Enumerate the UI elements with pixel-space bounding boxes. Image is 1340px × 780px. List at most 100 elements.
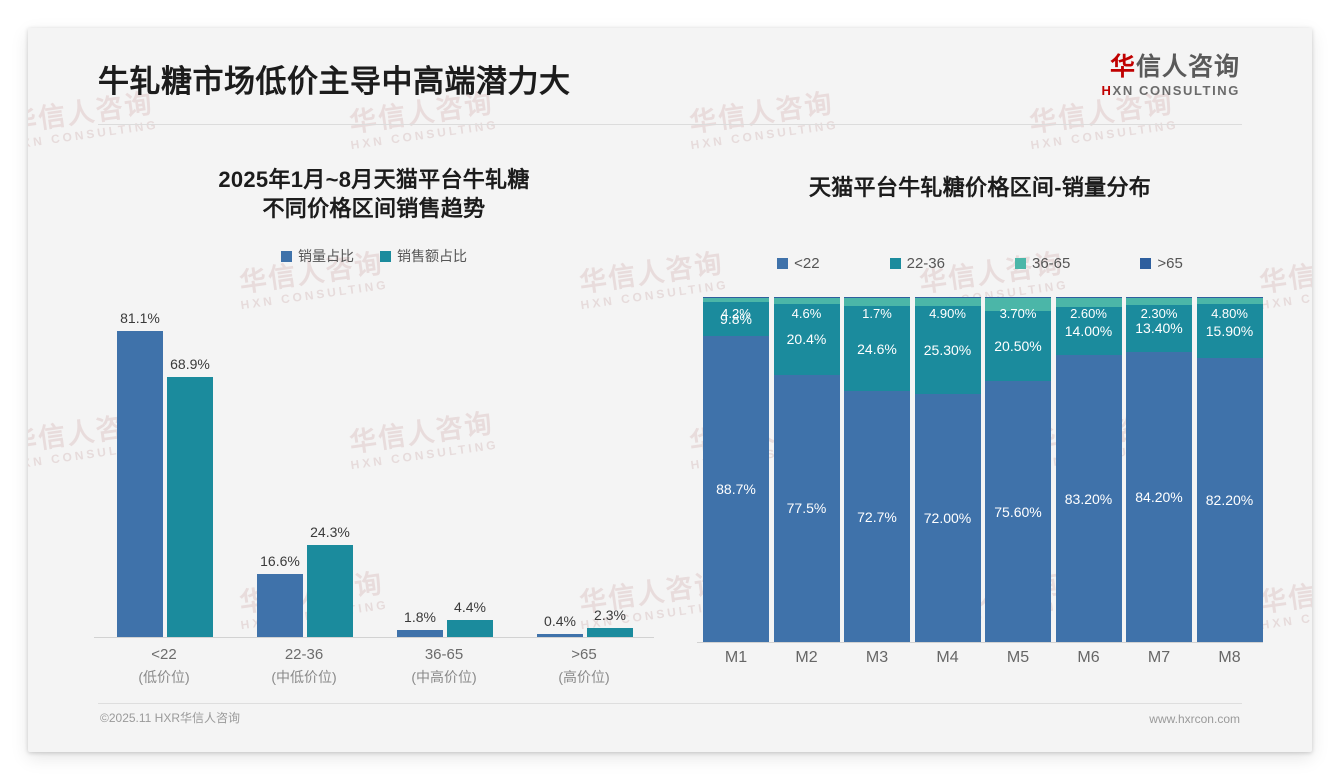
bar-sales-amount[interactable]: 2.3% bbox=[587, 607, 633, 638]
stack-segment-22[interactable] bbox=[985, 381, 1051, 643]
segment-value-label: 4.90% bbox=[929, 306, 966, 322]
legend-swatch-icon bbox=[1140, 258, 1152, 270]
segment-value-label: 3.70% bbox=[999, 306, 1037, 322]
left-chart-title: 2025年1月~8月天猫平台牛轧糖 不同价格区间销售趋势 bbox=[74, 165, 674, 223]
stack-segment-36_65[interactable] bbox=[844, 297, 910, 307]
bar-sales-amount[interactable]: 24.3% bbox=[307, 524, 353, 638]
segment-value-label: 20.50% bbox=[994, 337, 1042, 354]
legend-label: 销量占比 bbox=[298, 248, 354, 265]
category-label: 36-65 (中高价位) bbox=[374, 644, 514, 688]
legend-swatch-icon bbox=[1015, 258, 1026, 270]
left-legend-item-0[interactable]: 销量占比 bbox=[281, 246, 354, 266]
stack-segment-22_36[interactable] bbox=[914, 306, 981, 394]
stack-segment-22_36[interactable] bbox=[703, 302, 769, 337]
stack-segment-65[interactable] bbox=[1196, 297, 1263, 298]
stack-segment-22[interactable] bbox=[1055, 355, 1122, 643]
left-legend-item-1[interactable]: 销售额占比 bbox=[380, 246, 467, 266]
stack-segment-65[interactable] bbox=[985, 297, 1051, 299]
legend-swatch-icon bbox=[889, 258, 901, 270]
left-chart-title-line1: 2025年1月~8月天猫平台牛轧糖 bbox=[218, 167, 530, 192]
stack-segment-36_65[interactable] bbox=[1196, 297, 1263, 304]
stacked-column: 88.7% 9.8% 4.2% bbox=[703, 297, 769, 643]
left-chart-legend: 销量占比 销售额占比 bbox=[74, 246, 674, 266]
segment-value-label: 4.80% bbox=[1211, 306, 1248, 322]
logo-english-accent: H bbox=[1101, 83, 1113, 99]
stack-segment-36_65[interactable] bbox=[703, 297, 769, 303]
stack-segment-65[interactable] bbox=[773, 297, 840, 298]
stack-segment-65[interactable] bbox=[1126, 297, 1192, 299]
stack-segment-36_65[interactable] bbox=[914, 297, 981, 307]
category-label-sub: (中高价位) bbox=[411, 668, 477, 685]
category-label-main: <22 bbox=[151, 646, 177, 664]
segment-value-label: 82.20% bbox=[1205, 492, 1254, 509]
stack-segment-22[interactable] bbox=[914, 393, 981, 643]
right-legend-item-3[interactable]: >65 bbox=[1140, 255, 1183, 273]
stack-segment-22_36[interactable] bbox=[773, 304, 840, 375]
bar-sales-amount[interactable]: 68.9% bbox=[167, 356, 213, 638]
bar-sales-volume[interactable]: 1.8% bbox=[397, 609, 443, 638]
bar-value-label: 2.3% bbox=[594, 607, 626, 624]
segment-value-label: 14.00% bbox=[1064, 322, 1113, 339]
legend-swatch-icon bbox=[777, 258, 789, 270]
stack-segment-22_36[interactable] bbox=[844, 306, 910, 392]
stack-segment-36_65[interactable] bbox=[1055, 298, 1122, 307]
right-legend-item-1[interactable]: 22-36 bbox=[889, 255, 945, 273]
charts-area: 2025年1月~8月天猫平台牛轧糖 不同价格区间销售趋势 销量占比 销售额占比 0… bbox=[28, 128, 1312, 708]
bar-sales-amount[interactable]: 4.4% bbox=[447, 599, 493, 638]
segment-value-label: 9.8% bbox=[720, 311, 752, 328]
legend-label: 22-36 bbox=[906, 255, 945, 273]
company-logo: 华信人咨询 HXN CONSULTING bbox=[1102, 54, 1240, 98]
right-chart-panel: 天猫平台牛轧糖价格区间-销量分布 <22 22-36 36-65 >65 82.20%… bbox=[680, 128, 1280, 708]
stack-segment-22[interactable] bbox=[1126, 351, 1192, 643]
bar-sales-volume[interactable]: 16.6% bbox=[257, 553, 303, 638]
right-legend-item-0[interactable]: <22 bbox=[777, 255, 820, 273]
stack-segment-36_65[interactable] bbox=[773, 297, 840, 305]
footer-copyright: ©2025.11 HXR华信人咨询 bbox=[100, 711, 240, 725]
month-label: M6 bbox=[1077, 649, 1100, 667]
category-label: 22-36 (中低价位) bbox=[234, 644, 374, 688]
stack-segment-22[interactable] bbox=[773, 374, 840, 643]
category-label-sub: (中低价位) bbox=[271, 668, 337, 685]
month-label: M8 bbox=[1218, 649, 1241, 667]
segment-value-label: 25.30% bbox=[923, 342, 972, 358]
stack-segment-22_36[interactable] bbox=[1055, 306, 1122, 355]
stack-segment-22[interactable] bbox=[1196, 358, 1263, 643]
legend-label: 36-65 bbox=[1032, 255, 1071, 273]
logo-chinese: 华信人咨询 bbox=[1102, 54, 1240, 80]
right-chart-plot: 82.20% 15.90% 4.80% 84.20% 13.40% 2.30% 83.20%… bbox=[697, 291, 1263, 666]
logo-chinese-accent: 华 bbox=[1109, 53, 1136, 81]
stack-segment-36_65[interactable] bbox=[1126, 298, 1192, 306]
bar-value-label: 1.8% bbox=[404, 609, 436, 626]
stack-segment-22[interactable] bbox=[844, 391, 910, 643]
bar-value-label: 81.1% bbox=[120, 309, 160, 326]
stack-segment-65[interactable] bbox=[703, 297, 769, 298]
stack-segment-65[interactable] bbox=[844, 297, 910, 298]
right-legend-item-2[interactable]: 36-65 bbox=[1015, 255, 1070, 272]
legend-label: >65 bbox=[1157, 255, 1183, 273]
slide-header: 牛轧糖市场低价主导中高端潜力大 华信人咨询 HXN CONSULTING bbox=[28, 28, 1312, 99]
stack-segment-65[interactable] bbox=[1055, 297, 1122, 299]
stack-segment-65[interactable] bbox=[914, 297, 981, 298]
legend-label: <22 bbox=[794, 255, 820, 273]
month-label: M3 bbox=[865, 649, 889, 667]
legend-swatch-icon bbox=[380, 250, 391, 262]
stack-segment-36_65[interactable] bbox=[985, 298, 1051, 311]
stack-segment-22[interactable] bbox=[703, 336, 769, 643]
bar-group: 16.6% 24.3% bbox=[234, 297, 374, 638]
stack-segment-22_36[interactable] bbox=[985, 310, 1051, 382]
stack-segment-22_36[interactable] bbox=[1126, 305, 1192, 352]
legend-label: 销售额占比 bbox=[397, 248, 467, 265]
bar-sales-volume[interactable]: 0.4% bbox=[537, 613, 583, 638]
stack-segment-22_36[interactable] bbox=[1196, 303, 1263, 359]
bar-sales-volume[interactable]: 81.1% bbox=[117, 310, 163, 638]
month-label: M5 bbox=[1006, 649, 1030, 667]
right-chart-legend: <22 22-36 36-65 >65 bbox=[680, 255, 1280, 272]
segment-value-label: 84.20% bbox=[1135, 488, 1183, 505]
bar-group: 81.1% 68.9% bbox=[94, 297, 234, 638]
bar-group: 1.8% 4.4% bbox=[374, 297, 514, 638]
stacked-column: 82.20% 15.90% 4.80% bbox=[1196, 297, 1263, 643]
segment-value-label: 72.00% bbox=[923, 509, 972, 526]
stacked-column: 84.20% 13.40% 2.30% bbox=[1126, 297, 1192, 643]
bar-group: 0.4% 2.3% bbox=[514, 297, 654, 638]
left-chart-category-labels: <22 (低价位) 22-36 (中低价位) 36-65 (中高价位) >65 (高价位) bbox=[94, 644, 654, 694]
